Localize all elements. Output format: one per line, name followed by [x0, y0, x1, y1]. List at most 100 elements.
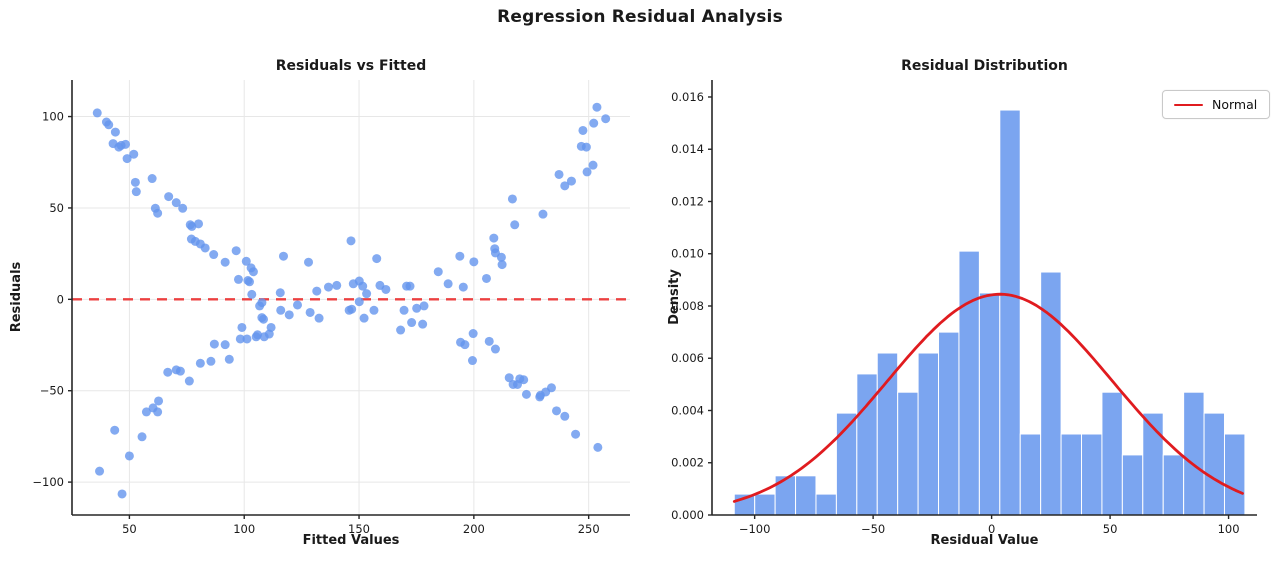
scatter-point: [237, 322, 247, 332]
scatter-point: [209, 250, 219, 260]
y-tick-label: −50: [40, 384, 64, 398]
x-tick-label: 250: [578, 522, 600, 536]
normal-curve: [732, 292, 1244, 503]
y-tick-label: 0.016: [671, 90, 704, 104]
histogram-bar: [958, 250, 980, 516]
scatter-point: [560, 411, 570, 421]
scatter-point: [323, 282, 333, 292]
right-plot-xlabel: Residual Value: [930, 533, 1039, 548]
y-tick-label: 0.006: [671, 351, 704, 365]
scatter-point: [359, 313, 369, 323]
scatter-point: [396, 325, 406, 335]
scatter-point: [231, 246, 241, 256]
scatter-point: [284, 310, 294, 320]
scatter-point: [369, 305, 379, 315]
histogram-bar: [754, 493, 776, 516]
x-tick-label: 100: [1218, 522, 1240, 536]
histogram-bar: [1019, 433, 1042, 516]
x-tick-label: 150: [348, 522, 370, 536]
x-tick-label: 50: [122, 522, 137, 536]
scatter-point: [178, 203, 188, 213]
scatter-point: [443, 279, 453, 289]
scatter-point: [194, 219, 204, 229]
scatter-point: [164, 192, 174, 202]
scatter-point: [560, 181, 570, 191]
scatter-point: [458, 282, 468, 292]
scatter-point: [510, 220, 520, 230]
scatter-point: [582, 167, 592, 177]
scatter-point: [504, 373, 514, 383]
scatter-point: [418, 319, 428, 329]
scatter-point: [220, 257, 230, 267]
scatter-point: [242, 334, 252, 344]
scatter-point: [124, 451, 134, 461]
x-tick-label: 200: [463, 522, 485, 536]
scatter-point: [184, 376, 194, 386]
scatter-point: [519, 375, 529, 385]
scatter-point: [347, 304, 357, 314]
scatter-point: [490, 344, 500, 354]
histogram-bar: [876, 352, 899, 516]
left-plot-xlabel: Fitted Values: [302, 533, 400, 548]
histogram-bar: [1060, 433, 1083, 516]
scatter-point: [489, 233, 499, 243]
scatter-point: [292, 300, 302, 310]
scatter-point: [122, 154, 132, 164]
scatter-point: [171, 198, 181, 208]
scatter-point: [266, 322, 276, 332]
scatter-point: [153, 208, 163, 218]
scatter-point: [154, 396, 164, 406]
scatter-point: [481, 273, 491, 283]
scatter-point: [278, 251, 288, 261]
scatter-point: [589, 118, 599, 128]
scatter-point: [332, 280, 342, 290]
scatter-point: [104, 120, 114, 130]
scatter-point: [259, 314, 269, 324]
scatter-point: [581, 142, 591, 152]
scatter-point: [245, 277, 255, 287]
scatter-point: [362, 289, 372, 299]
scatter-point: [209, 339, 219, 349]
scatter-point: [147, 174, 157, 184]
histogram-bar: [978, 292, 1001, 516]
scatter-point: [538, 209, 548, 219]
scatter-point: [276, 305, 286, 315]
scatter-point: [588, 160, 598, 170]
scatter-point: [153, 407, 163, 417]
scatter-point: [117, 489, 127, 499]
normal-curve-legend-line-icon: [1174, 103, 1203, 106]
scatter-point: [484, 336, 494, 346]
scatter-point: [419, 301, 429, 311]
scatter-point: [358, 281, 368, 291]
y-tick-label: 0.004: [671, 403, 704, 417]
scatter-point: [571, 429, 581, 439]
scatter-point: [235, 334, 245, 344]
scatter-point: [131, 187, 141, 197]
histogram-bar: [938, 331, 960, 516]
scatter-point: [241, 256, 251, 266]
histogram-bar: [1162, 454, 1185, 516]
x-tick-label: −100: [739, 522, 771, 536]
scatter-point: [467, 356, 477, 366]
legend-label: Normal: [1212, 97, 1258, 112]
scatter-point: [455, 251, 465, 261]
scatter-point: [314, 313, 324, 323]
y-tick-label: 0.012: [671, 194, 704, 208]
scatter-point: [592, 102, 602, 112]
scatter-point: [566, 176, 576, 186]
y-tick-label: 0.008: [671, 299, 704, 313]
scatter-point: [469, 257, 479, 267]
scatter-point: [399, 305, 409, 315]
y-tick-label: 0.002: [671, 456, 704, 470]
scatter-point: [95, 466, 105, 476]
left-plot-title: Residuals vs Fitted: [275, 58, 427, 74]
y-tick-label: 100: [42, 110, 64, 124]
scatter-point: [346, 236, 356, 246]
scatter-point: [381, 284, 391, 294]
x-tick-label: 50: [1103, 522, 1118, 536]
scatter-point: [521, 389, 531, 399]
scatter-point: [593, 442, 603, 452]
scatter-point: [578, 125, 588, 135]
scatter-point: [248, 267, 258, 277]
